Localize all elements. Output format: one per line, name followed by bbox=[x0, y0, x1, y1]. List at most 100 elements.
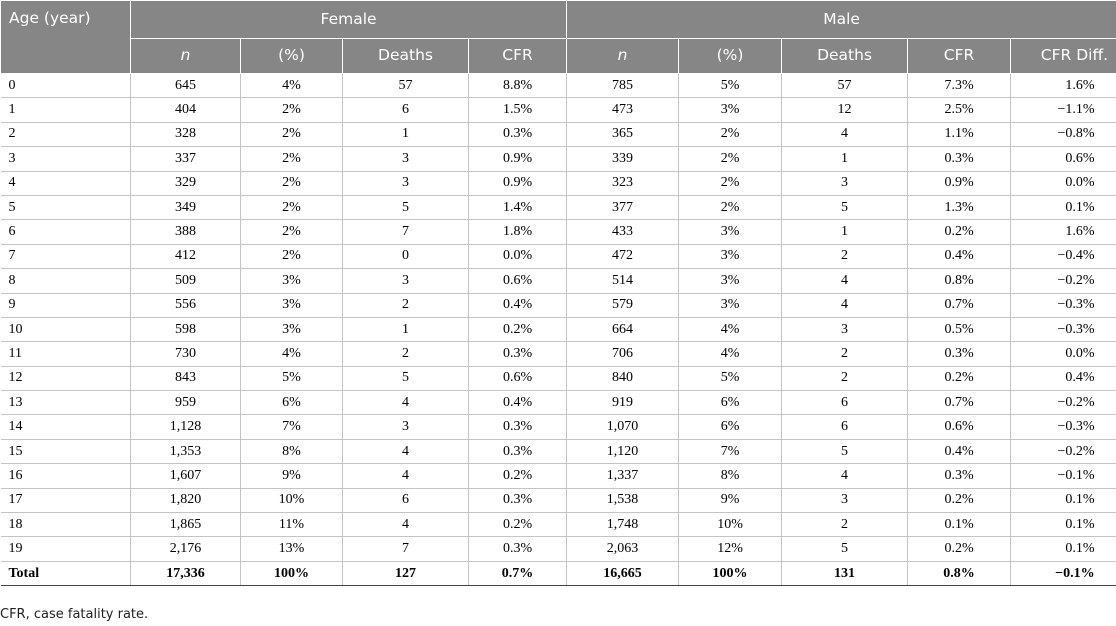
table-row: 9 556 3% 2 0.4% 579 3% 4 0.7% −0.3% bbox=[0, 293, 1116, 318]
female-cfr-cell: 0.3% bbox=[468, 341, 568, 367]
age-header: Age (year) bbox=[0, 0, 131, 74]
female-deaths-cell: 1 bbox=[342, 122, 469, 148]
age-cell: 12 bbox=[0, 366, 131, 392]
cfr-diff-cell: −0.1% bbox=[1010, 561, 1116, 587]
female-n-cell: 337 bbox=[130, 146, 241, 172]
cfr-diff-cell: −0.3% bbox=[1010, 293, 1116, 318]
male-pct-cell: 12% bbox=[678, 536, 783, 562]
female-deaths-cell: 3 bbox=[342, 268, 469, 294]
female-pct-cell: 2% bbox=[240, 122, 343, 148]
female-n-cell: 1,820 bbox=[130, 488, 241, 514]
cfr-table: Age (year) Female Male n (%) Deaths CFR … bbox=[0, 0, 1116, 587]
cfr-diff-cell: 1.6% bbox=[1010, 73, 1116, 99]
male-deaths-cell: 5 bbox=[781, 439, 909, 465]
female-deaths-cell: 2 bbox=[342, 341, 469, 367]
female-deaths-cell: 127 bbox=[342, 561, 469, 587]
age-cell: 1 bbox=[0, 97, 131, 123]
female-pct-cell: 100% bbox=[240, 561, 343, 587]
total-row: Total 17,336 100% 127 0.7% 16,665 100% 131 0.8% −… bbox=[0, 561, 1116, 587]
male-n-cell: 1,538 bbox=[566, 488, 680, 514]
female-deaths-cell: 4 bbox=[342, 463, 469, 489]
female-pct-cell: 2% bbox=[240, 219, 343, 245]
male-deaths-cell: 3 bbox=[781, 317, 909, 343]
female-n-cell: 843 bbox=[130, 366, 241, 392]
female-n-cell: 959 bbox=[130, 390, 241, 416]
female-n-cell: 645 bbox=[130, 73, 241, 99]
table-row: 15 1,353 8% 4 0.3% 1,120 7% 5 0.4% −0.2% bbox=[0, 439, 1116, 465]
male-n-cell: 16,665 bbox=[566, 561, 680, 587]
age-cell: 6 bbox=[0, 219, 131, 245]
male-n-cell: 472 bbox=[566, 244, 680, 270]
table-row: 19 2,176 13% 7 0.3% 2,063 12% 5 0.2% 0.1% bbox=[0, 536, 1116, 562]
table-row: 16 1,607 9% 4 0.2% 1,337 8% 4 0.3% −0.1% bbox=[0, 463, 1116, 489]
male-deaths-cell: 2 bbox=[781, 244, 909, 270]
female-cfr-cell: 1.8% bbox=[468, 219, 568, 245]
male-cfr-cell: 0.2% bbox=[907, 488, 1012, 514]
cfr-diff-cell: 0.0% bbox=[1010, 171, 1116, 196]
female-deaths-cell: 1 bbox=[342, 317, 469, 343]
female-deaths-cell: 4 bbox=[342, 512, 469, 538]
age-cell: 10 bbox=[0, 317, 131, 343]
cfr-diff-cell: 0.4% bbox=[1010, 366, 1116, 392]
female-n-cell: 349 bbox=[130, 195, 241, 221]
female-pct-cell: 3% bbox=[240, 268, 343, 294]
female-n-cell: 1,865 bbox=[130, 512, 241, 538]
female-pct-cell: 4% bbox=[240, 341, 343, 367]
male-deaths-cell: 6 bbox=[781, 390, 909, 416]
female-pct-cell: 6% bbox=[240, 390, 343, 416]
male-cfr-cell: 0.3% bbox=[907, 463, 1012, 489]
female-deaths-cell: 4 bbox=[342, 390, 469, 416]
male-pct-cell: 3% bbox=[678, 219, 783, 245]
table-row: 11 730 4% 2 0.3% 706 4% 2 0.3% 0.0% bbox=[0, 341, 1116, 367]
male-n-cell: 840 bbox=[566, 366, 680, 392]
male-deaths-cell: 3 bbox=[781, 488, 909, 514]
male-cfr-cell: 0.4% bbox=[907, 439, 1012, 465]
female-cfr-cell: 8.8% bbox=[468, 73, 568, 99]
age-cell: 19 bbox=[0, 536, 131, 562]
male-cfr-cell: 0.5% bbox=[907, 317, 1012, 343]
male-cfr-cell: 1.3% bbox=[907, 195, 1012, 221]
female-cfr-cell: 1.4% bbox=[468, 195, 568, 221]
male-pct-cell: 6% bbox=[678, 390, 783, 416]
age-cell: 14 bbox=[0, 414, 131, 440]
male-cfr-cell: 0.8% bbox=[907, 268, 1012, 294]
male-deaths-cell: 131 bbox=[781, 561, 909, 587]
female-pct-cell: 3% bbox=[240, 293, 343, 318]
female-cfr-cell: 0.6% bbox=[468, 366, 568, 392]
female-pct-cell: 2% bbox=[240, 171, 343, 196]
male-deaths-cell: 4 bbox=[781, 293, 909, 318]
female-header: Female bbox=[129, 0, 568, 39]
table-row: 2 328 2% 1 0.3% 365 2% 4 1.1% −0.8% bbox=[0, 122, 1116, 148]
male-deaths-cell: 2 bbox=[781, 366, 909, 392]
female-pct-cell: 8% bbox=[240, 439, 343, 465]
table-row: 7 412 2% 0 0.0% 472 3% 2 0.4% −0.4% bbox=[0, 244, 1116, 270]
age-cell: 3 bbox=[0, 146, 131, 172]
male-pct-cell: 7% bbox=[678, 439, 783, 465]
male-cfr-cell: 0.1% bbox=[907, 512, 1012, 538]
cfr-diff-cell: −0.2% bbox=[1010, 268, 1116, 294]
male-n-cell: 514 bbox=[566, 268, 680, 294]
age-cell: 9 bbox=[0, 293, 131, 318]
cfr-diff-cell: −0.4% bbox=[1010, 244, 1116, 270]
cfr-diff-cell: −0.8% bbox=[1010, 122, 1116, 148]
table-body: 0 645 4% 57 8.8% 785 5% 57 7.3% 1.6% 1 404 2% 6 1.5% 47… bbox=[0, 73, 1116, 587]
cfr-diff-cell: 0.1% bbox=[1010, 512, 1116, 538]
female-pct-cell: 4% bbox=[240, 73, 343, 99]
male-deaths-cell: 1 bbox=[781, 219, 909, 245]
female-cfr-cell: 0.0% bbox=[468, 244, 568, 270]
male-n-cell: 785 bbox=[566, 73, 680, 99]
male-cfr-cell: 0.6% bbox=[907, 414, 1012, 440]
age-cell: 5 bbox=[0, 195, 131, 221]
female-n-cell: 1,607 bbox=[130, 463, 241, 489]
female-pct-cell: 10% bbox=[240, 488, 343, 514]
male-pct-cell: 2% bbox=[678, 122, 783, 148]
male-n-cell: 323 bbox=[566, 171, 680, 196]
female-cfr-header: CFR bbox=[467, 38, 568, 74]
age-cell: 11 bbox=[0, 341, 131, 367]
male-pct-cell: 2% bbox=[678, 146, 783, 172]
female-deaths-cell: 3 bbox=[342, 414, 469, 440]
female-n-cell: 412 bbox=[130, 244, 241, 270]
female-cfr-cell: 0.3% bbox=[468, 488, 568, 514]
cfr-diff-cell: 0.1% bbox=[1010, 195, 1116, 221]
male-n-cell: 579 bbox=[566, 293, 680, 318]
